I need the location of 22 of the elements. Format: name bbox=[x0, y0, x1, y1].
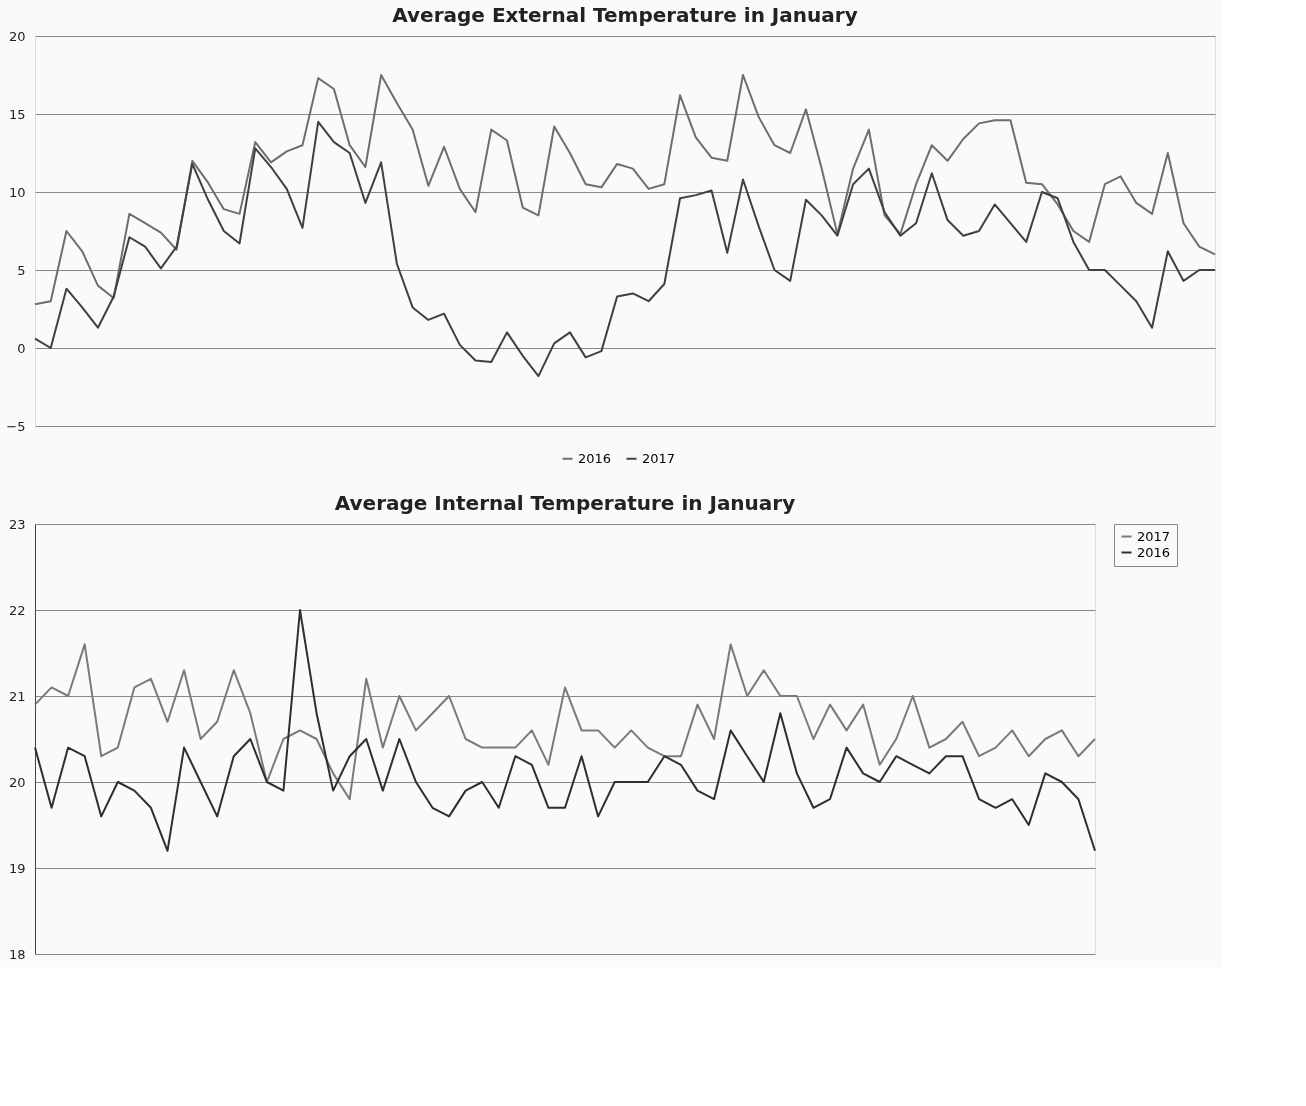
line-series bbox=[34, 120, 1216, 378]
legend-label: 2017 bbox=[642, 450, 676, 466]
y-tick-label: 10 bbox=[8, 184, 26, 200]
line-series bbox=[34, 609, 1096, 852]
chart-title: Average Internal Temperature in January bbox=[334, 491, 796, 515]
y-tick-label: 15 bbox=[8, 106, 26, 122]
line-series bbox=[34, 643, 1096, 801]
y-tick-label: −5 bbox=[6, 418, 26, 434]
y-tick-label: 23 bbox=[8, 516, 26, 532]
line-series bbox=[34, 74, 1216, 306]
y-tick-label: 22 bbox=[8, 602, 26, 618]
legend-label: 2016 bbox=[578, 450, 612, 466]
y-tick-label: 21 bbox=[8, 688, 26, 704]
y-tick-label: 5 bbox=[17, 262, 26, 278]
y-tick-label: 18 bbox=[8, 946, 26, 962]
y-tick-label: 20 bbox=[8, 28, 26, 44]
y-tick-label: 19 bbox=[8, 860, 26, 876]
chart-title: Average External Temperature in January bbox=[392, 3, 858, 27]
legend-label: 2016 bbox=[1137, 544, 1171, 560]
y-tick-label: 20 bbox=[8, 774, 26, 790]
legend-label: 2017 bbox=[1137, 528, 1171, 544]
y-tick-label: 0 bbox=[17, 340, 26, 356]
